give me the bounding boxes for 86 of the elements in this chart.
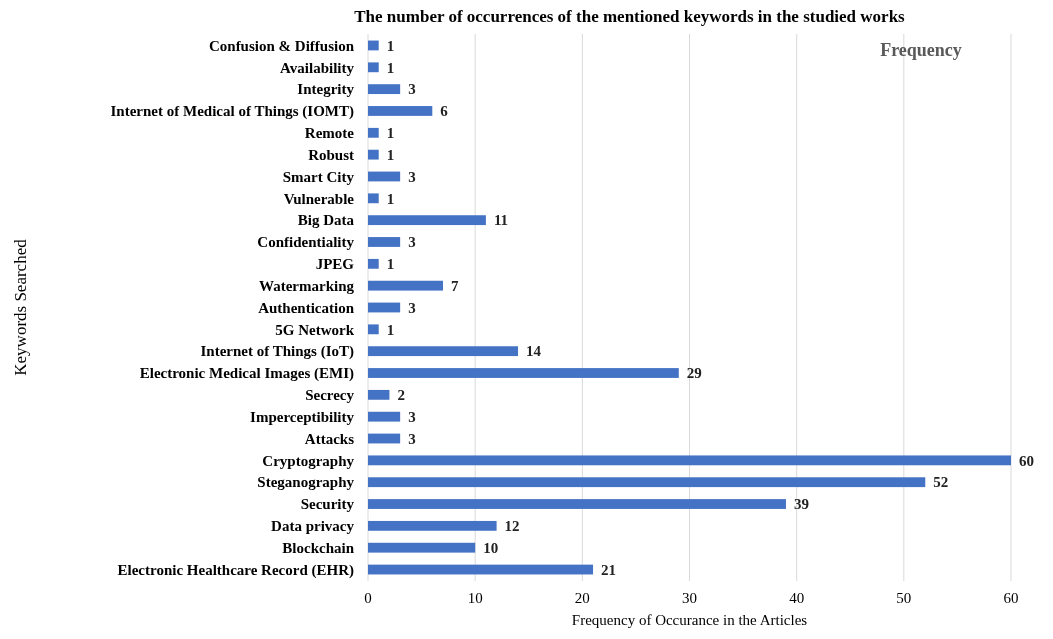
y-tick-label: Security	[300, 496, 355, 513]
y-tick-label: Watermarking	[259, 277, 355, 294]
data-label: 3	[408, 408, 416, 425]
y-tick-label: 5G Network	[275, 321, 355, 338]
y-tick-label: Cryptography	[262, 452, 355, 469]
data-label: 52	[933, 474, 949, 491]
data-label: 1	[386, 146, 395, 163]
bar	[368, 106, 433, 116]
bar	[368, 346, 519, 357]
bar	[368, 149, 379, 160]
bar	[368, 237, 401, 247]
y-tick-label: Internet of Things (IoT)	[200, 343, 354, 361]
data-label: 3	[408, 430, 416, 447]
bar	[368, 564, 594, 575]
bar	[368, 193, 379, 204]
bar	[368, 499, 786, 509]
data-label: 1	[386, 256, 395, 273]
data-label: 6	[440, 103, 449, 120]
bar	[368, 389, 390, 400]
data-label: 3	[408, 234, 416, 251]
y-tick-label: Imperceptibility	[250, 408, 355, 425]
x-tick-label: 50	[896, 590, 912, 606]
y-tick-label: Authentication	[258, 299, 355, 316]
data-label: 11	[493, 212, 509, 229]
bar	[368, 62, 379, 73]
bar	[368, 171, 401, 182]
data-label: 1	[386, 37, 395, 54]
data-label: 39	[793, 496, 809, 513]
bar	[368, 477, 926, 488]
y-tick-label: Attacks	[304, 430, 355, 447]
bar	[368, 280, 444, 291]
y-tick-label: Confidentiality	[257, 234, 355, 251]
x-tick-label: 30	[682, 590, 697, 606]
bar	[368, 127, 379, 138]
data-label: 60	[1019, 452, 1034, 469]
bar	[368, 324, 379, 335]
data-label: 10	[483, 539, 499, 556]
data-label: 12	[504, 518, 520, 535]
data-label: 1	[386, 321, 395, 338]
bar	[368, 215, 486, 226]
bar	[368, 258, 379, 269]
chart-title: The number of occurrences of the mentioned keywords in the studied works	[354, 7, 906, 26]
y-tick-label: Big Data	[297, 212, 355, 229]
bar	[368, 302, 401, 313]
data-label: 14	[526, 343, 542, 360]
data-label: 1	[386, 59, 395, 76]
data-label: 3	[408, 168, 416, 185]
y-tick-label: Confusion & Diffusion	[208, 37, 355, 54]
data-label: 3	[408, 81, 416, 98]
y-tick-label: Integrity	[297, 81, 355, 98]
data-label: 1	[386, 190, 395, 207]
bar	[368, 433, 401, 444]
data-label: 2	[397, 387, 405, 404]
y-tick-label: Vulnerable	[283, 190, 355, 207]
data-label: 21	[601, 561, 617, 578]
y-tick-label: Internet of Medical of Things (IOMT)	[110, 103, 354, 121]
y-tick-label: Smart City	[282, 168, 355, 185]
bar	[368, 542, 476, 553]
x-tick-label: 0	[364, 590, 372, 606]
x-tick-label: 60	[1003, 590, 1019, 606]
y-tick-label: Electronic Medical Images (EMI)	[139, 365, 354, 383]
y-tick-label: Electronic Healthcare Record (EHR)	[117, 561, 354, 579]
y-tick-label: Secrecy	[305, 387, 355, 404]
x-axis-title: Frequency of Occurance in the Articles	[571, 612, 808, 628]
bar	[368, 40, 379, 51]
y-tick-label: Data privacy	[271, 518, 355, 535]
bar	[368, 84, 401, 95]
bar	[368, 520, 497, 531]
y-tick-label: Availability	[280, 59, 355, 76]
data-label: 29	[686, 365, 702, 382]
x-tick-label: 20	[574, 590, 590, 606]
y-tick-label: Robust	[308, 146, 354, 163]
chart-subtitle: Frequency	[880, 40, 962, 60]
x-tick-label: 40	[789, 590, 805, 606]
data-label: 3	[408, 299, 416, 316]
bar	[368, 455, 1011, 466]
data-label: 7	[451, 277, 460, 294]
y-axis-title: Keywords Searched	[11, 238, 30, 376]
data-label: 1	[386, 125, 395, 142]
bar	[368, 368, 679, 378]
bar	[368, 411, 401, 422]
y-tick-label: Remote	[304, 125, 355, 142]
y-tick-label: JPEG	[315, 256, 355, 273]
y-tick-label: Blockchain	[282, 539, 355, 556]
y-tick-label: Steganography	[257, 474, 355, 491]
x-tick-label: 10	[467, 590, 483, 606]
